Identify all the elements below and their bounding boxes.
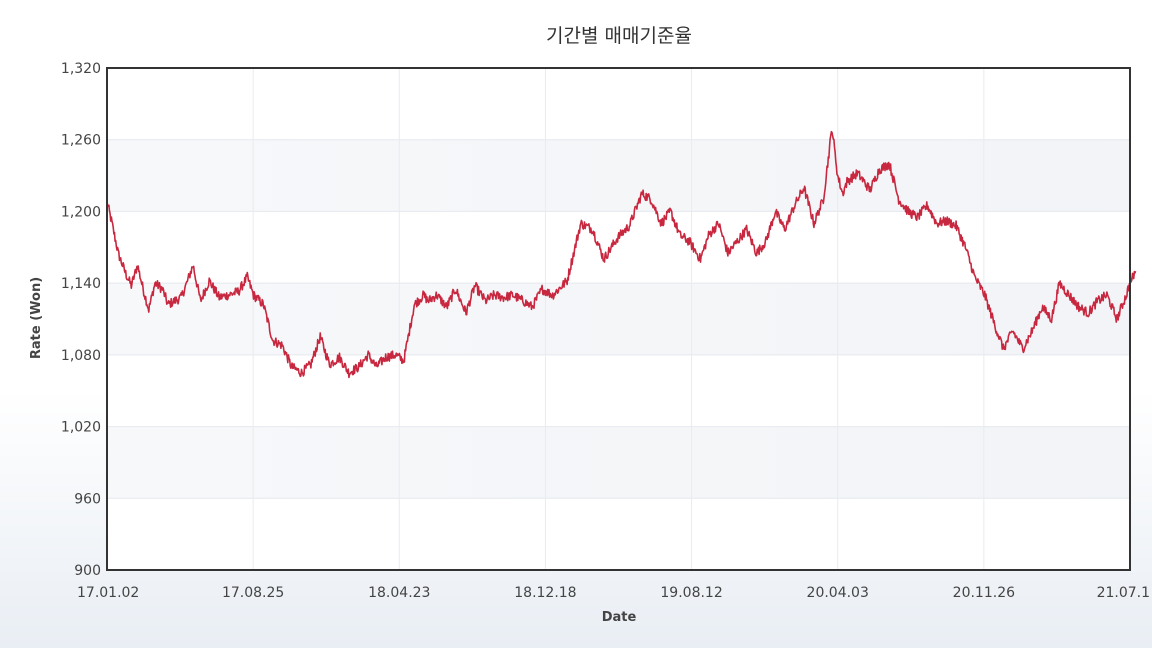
plot-frame	[106, 67, 1131, 571]
y-tick-label: 1,080	[61, 348, 101, 364]
x-tick-label: 20.04.03	[807, 585, 869, 601]
y-tick-label: 960	[74, 491, 101, 507]
x-tick-label: 18.04.23	[368, 585, 430, 601]
y-tick-label: 1,320	[61, 61, 101, 77]
x-axis-ticks: 17.01.02 17.08.25 18.04.23 18.12.18 19.08.12…	[77, 585, 1150, 601]
x-tick-label: 20.11.26	[953, 585, 1015, 601]
x-tick-label: 21.07.1	[1097, 585, 1150, 601]
y-tick-label: 1,260	[61, 133, 101, 149]
x-tick-label: 17.08.25	[222, 585, 284, 601]
y-axis-ticks: 1,320 1,260 1,200 1,140 1,080 1,020 960 900	[61, 61, 101, 579]
y-tick-label: 1,140	[61, 276, 101, 292]
x-tick-label: 19.08.12	[660, 585, 722, 601]
y-tick-label: 1,200	[61, 204, 101, 220]
x-tick-label: 17.01.02	[77, 585, 139, 601]
y-axis-label: Rate (Won)	[29, 277, 44, 359]
x-axis-label: Date	[602, 610, 637, 625]
y-tick-label: 900	[74, 563, 101, 579]
series-layer	[106, 130, 1137, 379]
series-line	[106, 130, 1137, 379]
plot-background	[107, 68, 1130, 570]
chart-title: 기간별 매매기준율	[546, 25, 692, 47]
y-tick-label: 1,020	[61, 420, 101, 436]
x-tick-label: 18.12.18	[514, 585, 576, 601]
